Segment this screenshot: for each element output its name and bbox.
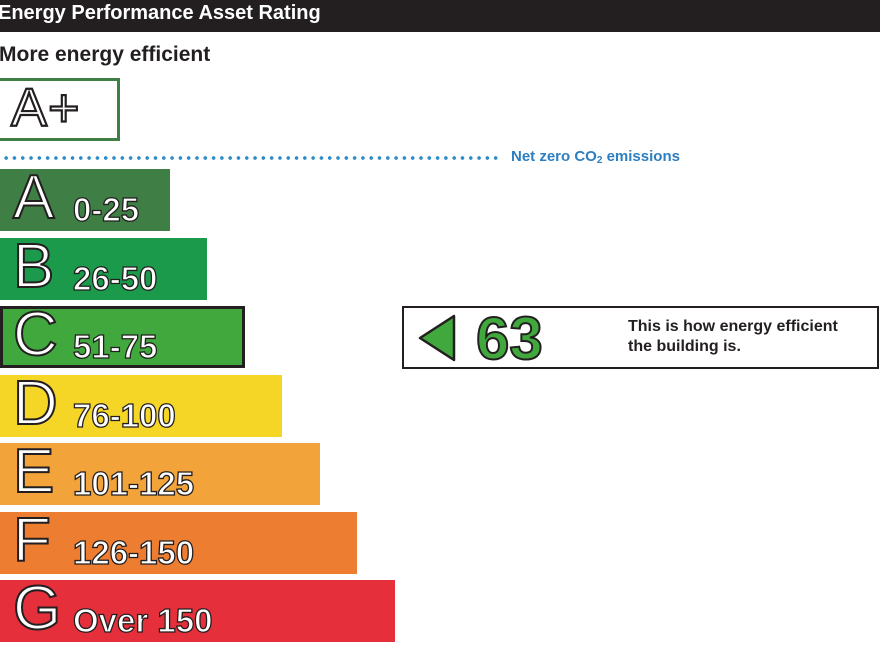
net-zero-text-after: emissions xyxy=(602,148,680,165)
band-letter: F xyxy=(12,505,52,576)
rating-score: 63 xyxy=(475,304,544,373)
pointer-arrow-icon xyxy=(418,314,456,362)
band-range: Over 150 xyxy=(72,601,213,639)
band-a-plus: A+ xyxy=(0,77,120,141)
band-range: 101-125 xyxy=(72,464,195,502)
band-letter: C xyxy=(12,299,59,370)
net-zero-dotted-line xyxy=(2,156,500,160)
more-efficient-label: More energy efficient xyxy=(0,43,211,66)
band-range: 76-100 xyxy=(72,396,176,434)
band-f: F 126-150 xyxy=(0,505,357,576)
band-letter: B xyxy=(12,231,55,302)
band-range: 0-25 xyxy=(72,190,140,228)
band-range: 126-150 xyxy=(72,533,195,571)
rating-caption-line1: This is how energy efficient xyxy=(628,318,838,335)
page-title: Energy Performance Asset Rating xyxy=(0,2,321,24)
band-e: E 101-125 xyxy=(0,436,320,507)
band-letter: E xyxy=(12,436,55,507)
rating-caption: This is how energy efficient the buildin… xyxy=(628,317,878,357)
band-a: A 0-25 xyxy=(0,162,170,233)
current-rating-indicator: 63 This is how energy efficient the buil… xyxy=(402,304,879,373)
header-bar: Energy Performance Asset Rating xyxy=(0,0,880,32)
band-a-plus-letter: A+ xyxy=(10,77,81,139)
net-zero-text: Net zero CO xyxy=(511,148,597,165)
band-range: 26-50 xyxy=(72,259,158,297)
band-letter: D xyxy=(12,368,59,439)
band-range: 51-75 xyxy=(72,327,158,365)
band-g: G Over 150 xyxy=(0,573,395,644)
band-b: B 26-50 xyxy=(0,231,207,302)
band-letter: G xyxy=(12,573,62,644)
band-c: C 51-75 xyxy=(0,299,245,370)
net-zero-label: Net zero CO2 emissions xyxy=(511,148,680,166)
rating-caption-line2: the building is. xyxy=(628,338,741,355)
net-zero-subscript: 2 xyxy=(596,155,603,166)
band-d: D 76-100 xyxy=(0,368,282,439)
band-letter: A xyxy=(12,162,55,233)
